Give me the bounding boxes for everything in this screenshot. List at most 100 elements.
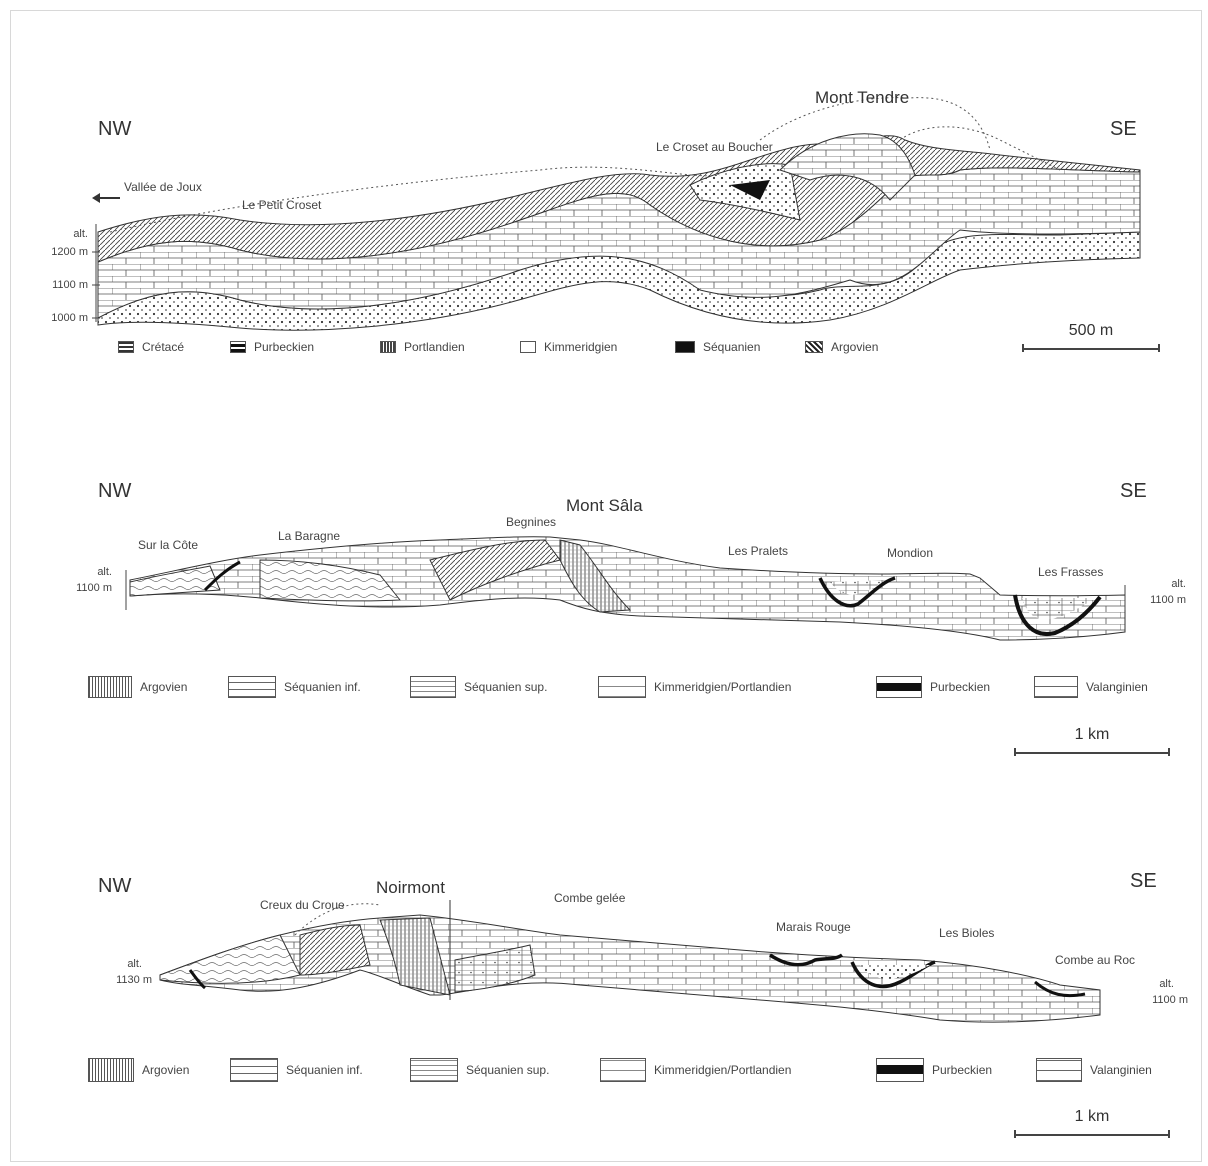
- section2-alt-right: alt.: [1171, 578, 1186, 590]
- section3-alt-left: alt.: [127, 958, 142, 970]
- place-mondion: Mondion: [887, 546, 934, 560]
- legend-item: Crétacé: [118, 340, 184, 354]
- section1-se-label: SE: [1110, 118, 1137, 140]
- place-les-bioles: Les Bioles: [939, 926, 995, 940]
- section3-profile: [159, 900, 1101, 1023]
- purbeckien-swatch: [876, 1058, 924, 1082]
- kimmeridgien-portlandien-swatch: [598, 676, 646, 698]
- section2-alt-left: alt.: [97, 566, 112, 578]
- legend-label: Kimmeridgien: [544, 340, 618, 354]
- section3-alt-right: alt.: [1159, 978, 1174, 990]
- place-vallee-de-joux: Vallée de Joux: [124, 180, 202, 194]
- legend-label: Kimmeridgien/Portlandien: [654, 1063, 792, 1077]
- legend-label: Valanginien: [1090, 1063, 1152, 1077]
- section1-alt-tick: 1100 m: [52, 279, 88, 291]
- legend-label: Argovien: [142, 1063, 190, 1077]
- purbeckien-swatch: [876, 676, 922, 698]
- argovien-swatch: [88, 676, 132, 698]
- legend-item: Argovien: [805, 340, 878, 354]
- legend-item: Portlandien: [380, 340, 465, 354]
- section3-peak-label: Noirmont: [376, 878, 445, 897]
- section1-alt-label: alt.: [73, 228, 88, 240]
- section3-alt-right-value: 1100 m: [1152, 994, 1188, 1006]
- kimmeridgien-swatch: [520, 341, 536, 353]
- section3-nw-label: NW: [98, 875, 132, 897]
- legend-item: Séquanien sup.: [410, 1058, 549, 1082]
- section1-alt-tick: 1000 m: [51, 312, 88, 324]
- legend-item: Kimmeridgien/Portlandien: [600, 1058, 791, 1082]
- legend-label: Séquanien sup.: [466, 1063, 550, 1077]
- legend-label: Purbeckien: [254, 340, 315, 354]
- legend-item: Kimmeridgien/Portlandien: [598, 676, 791, 698]
- legend-label: Purbeckien: [930, 680, 991, 694]
- legend-item: Séquanien inf.: [228, 676, 361, 698]
- place-sur-la-cote: Sur la Côte: [138, 538, 199, 552]
- place-marais-rouge: Marais Rouge: [776, 920, 851, 934]
- valanginien-swatch: [1034, 676, 1078, 698]
- section3-se-label: SE: [1130, 870, 1157, 892]
- section2-nw-label: NW: [98, 480, 132, 502]
- legend-label: Séquanien: [703, 340, 761, 354]
- section1-scale-bar: 500 m: [1022, 322, 1160, 352]
- legend-item: Purbeckien: [876, 1058, 992, 1082]
- argovien-swatch: [805, 341, 823, 353]
- place-la-baragne: La Baragne: [278, 529, 341, 543]
- place-combe-au-roc: Combe au Roc: [1055, 953, 1136, 967]
- legend-item: Valanginien: [1034, 676, 1148, 698]
- place-begnines: Begnines: [506, 515, 557, 529]
- sequanien-sup-swatch: [410, 1058, 458, 1082]
- section1-alt-tick: 1200 m: [51, 246, 88, 258]
- legend-label: Crétacé: [142, 340, 185, 354]
- legend-item: Argovien: [88, 676, 187, 698]
- place-le-croset-au-boucher: Le Croset au Boucher: [656, 140, 773, 154]
- legend-label: Purbeckien: [932, 1063, 993, 1077]
- legend-item: Séquanien: [675, 340, 760, 354]
- legend-item: Purbeckien: [876, 676, 990, 698]
- valanginien-swatch: [1036, 1058, 1082, 1082]
- legend-label: Valanginien: [1086, 680, 1148, 694]
- legend-item: Purbeckien: [230, 340, 314, 354]
- place-creux-du-croue: Creux du Croue: [260, 898, 345, 912]
- section1-peak-label: Mont Tendre: [815, 88, 910, 107]
- sequanien-inf-swatch: [230, 1058, 278, 1082]
- legend-label: Portlandien: [404, 340, 465, 354]
- place-les-frasses: Les Frasses: [1038, 565, 1104, 579]
- section3-alt-left-value: 1130 m: [116, 974, 152, 986]
- section2-alt-right-value: 1100 m: [1150, 594, 1186, 606]
- legend-label: Séquanien sup.: [464, 680, 548, 694]
- portlandien-swatch: [380, 341, 396, 353]
- section2-peak-label: Mont Sâla: [566, 496, 643, 515]
- scale-label: 1 km: [1074, 726, 1110, 743]
- section2-profile: [125, 536, 1126, 641]
- argovien-swatch: [88, 1058, 134, 1082]
- legend-label: Séquanien inf.: [284, 680, 361, 694]
- scale-label: 500 m: [1068, 322, 1114, 339]
- place-les-pralets: Les Pralets: [728, 544, 789, 558]
- section1-profile: [92, 97, 1141, 331]
- sequanien-swatch: [675, 341, 695, 353]
- legend-label: Kimmeridgien/Portlandien: [654, 680, 792, 694]
- section3-scale-bar: 1 km: [1014, 1108, 1170, 1138]
- kimmeridgien-portlandien-swatch: [600, 1058, 646, 1082]
- place-le-petit-croset: Le Petit Croset: [242, 198, 322, 212]
- legend-label: Argovien: [140, 680, 188, 694]
- legend-item: Argovien: [88, 1058, 189, 1082]
- sequanien-inf-swatch: [228, 676, 276, 698]
- scale-label: 1 km: [1074, 1108, 1110, 1125]
- section2-alt-left-value: 1100 m: [76, 582, 112, 594]
- cretace-swatch: [118, 341, 134, 353]
- legend-item: Séquanien sup.: [410, 676, 547, 698]
- legend-label: Séquanien inf.: [286, 1063, 363, 1077]
- section1-nw-label: NW: [98, 118, 132, 140]
- purbeckien-swatch: [230, 341, 246, 353]
- legend-item: Séquanien inf.: [230, 1058, 363, 1082]
- sequanien-sup-swatch: [410, 676, 456, 698]
- figure-frame: [10, 10, 1202, 1162]
- legend-label: Argovien: [831, 340, 879, 354]
- legend-item: Kimmeridgien: [520, 340, 617, 354]
- section2-scale-bar: 1 km: [1014, 726, 1170, 756]
- section2-se-label: SE: [1120, 480, 1147, 502]
- place-combe-gelee: Combe gelée: [554, 891, 626, 905]
- legend-item: Valanginien: [1036, 1058, 1152, 1082]
